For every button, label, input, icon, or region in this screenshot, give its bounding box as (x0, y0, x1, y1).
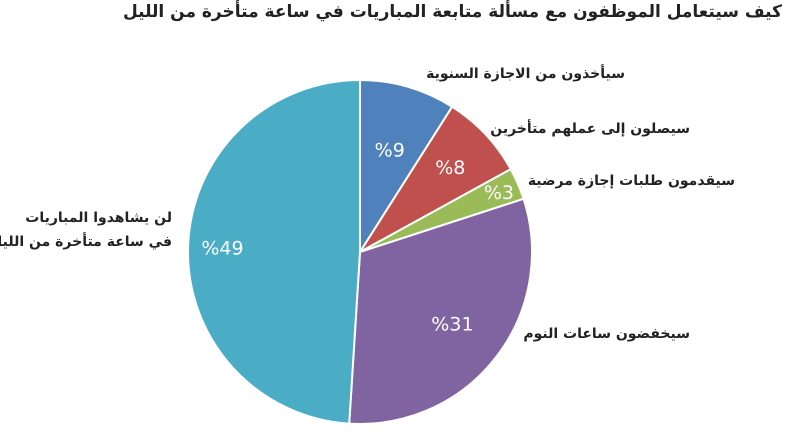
chart-title: كيف سيتعامل الموظفون مع مسألة متابعة الم… (122, 2, 782, 22)
data-label-wont-watch: %49 (201, 238, 243, 260)
data-label-late-to-work: %8 (435, 157, 465, 179)
data-label-annual-leave: %9 (375, 140, 405, 162)
slice-label-wont-watch: لن يشاهدوا المباريات في ساعة متأخرة من ا… (0, 206, 172, 254)
data-label-sick-leave: %3 (484, 182, 514, 204)
pie-slice-annual-leave (359, 78, 454, 256)
slice-label-reduce-sleep: سيخفضون ساعات النوم (523, 326, 690, 342)
slice-label-wont-watch-line1: لن يشاهدوا المباريات (25, 210, 172, 226)
slice-label-annual-leave: سيأخذون من الاجازة السنوية (426, 66, 625, 82)
slice-label-sick-leave: سيقدمون طلبات إجازة مرضية (527, 173, 735, 189)
slice-label-wont-watch-line2: في ساعة متأخرة من الليل (0, 234, 172, 250)
slice-label-late-to-work: سيصلون إلى عملهم متأخرين (490, 121, 690, 137)
pie-slice-reduce-sleep (348, 197, 533, 425)
data-label-reduce-sleep: %31 (431, 314, 473, 336)
pie-slice-wont-watch (186, 78, 361, 425)
